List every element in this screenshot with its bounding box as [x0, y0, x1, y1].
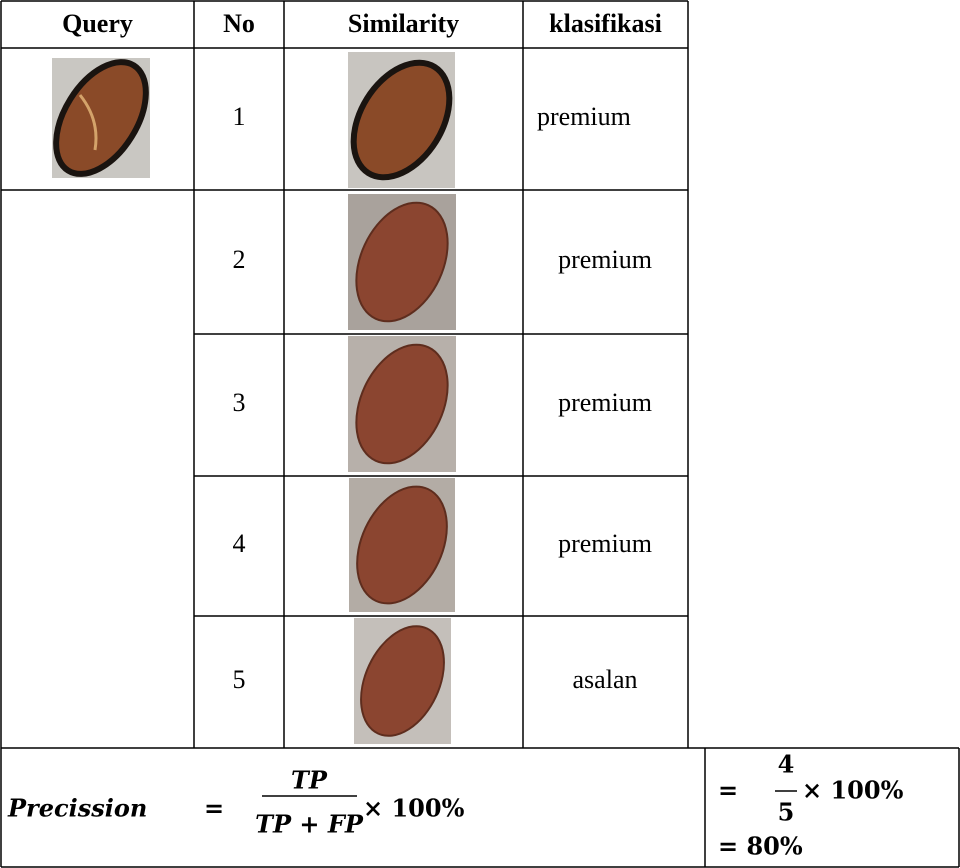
result-factor: × 100%: [802, 776, 904, 805]
result-equals: =: [718, 776, 738, 805]
column-header: klasifikasi: [549, 9, 662, 38]
result-denominator: 5: [778, 798, 795, 827]
formula-equals: =: [204, 794, 224, 823]
result-numerator: 4: [778, 750, 795, 779]
column-header: Similarity: [348, 9, 459, 38]
classification: premium: [558, 245, 652, 274]
formula-label: Precission: [7, 794, 147, 823]
formula-denominator: TP + FP: [255, 810, 364, 839]
row-number: 3: [233, 388, 246, 417]
classification: premium: [558, 529, 652, 558]
column-header: No: [223, 9, 255, 38]
result-final: = 80%: [718, 832, 803, 861]
column-header: Query: [62, 9, 133, 38]
classification: asalan: [573, 665, 638, 694]
query-image: [38, 46, 165, 189]
document: Query No Similarity klasifikasi 1 premium 2 pre…: [0, 0, 960, 868]
row-number: 4: [233, 529, 246, 558]
classification: premium: [537, 102, 631, 131]
formula-numerator: TP: [291, 766, 328, 795]
row-number: 2: [233, 245, 246, 274]
classification: premium: [558, 388, 652, 417]
row-number: 5: [233, 665, 246, 694]
formula-factor: × 100%: [363, 794, 465, 823]
row-number: 1: [233, 102, 246, 131]
